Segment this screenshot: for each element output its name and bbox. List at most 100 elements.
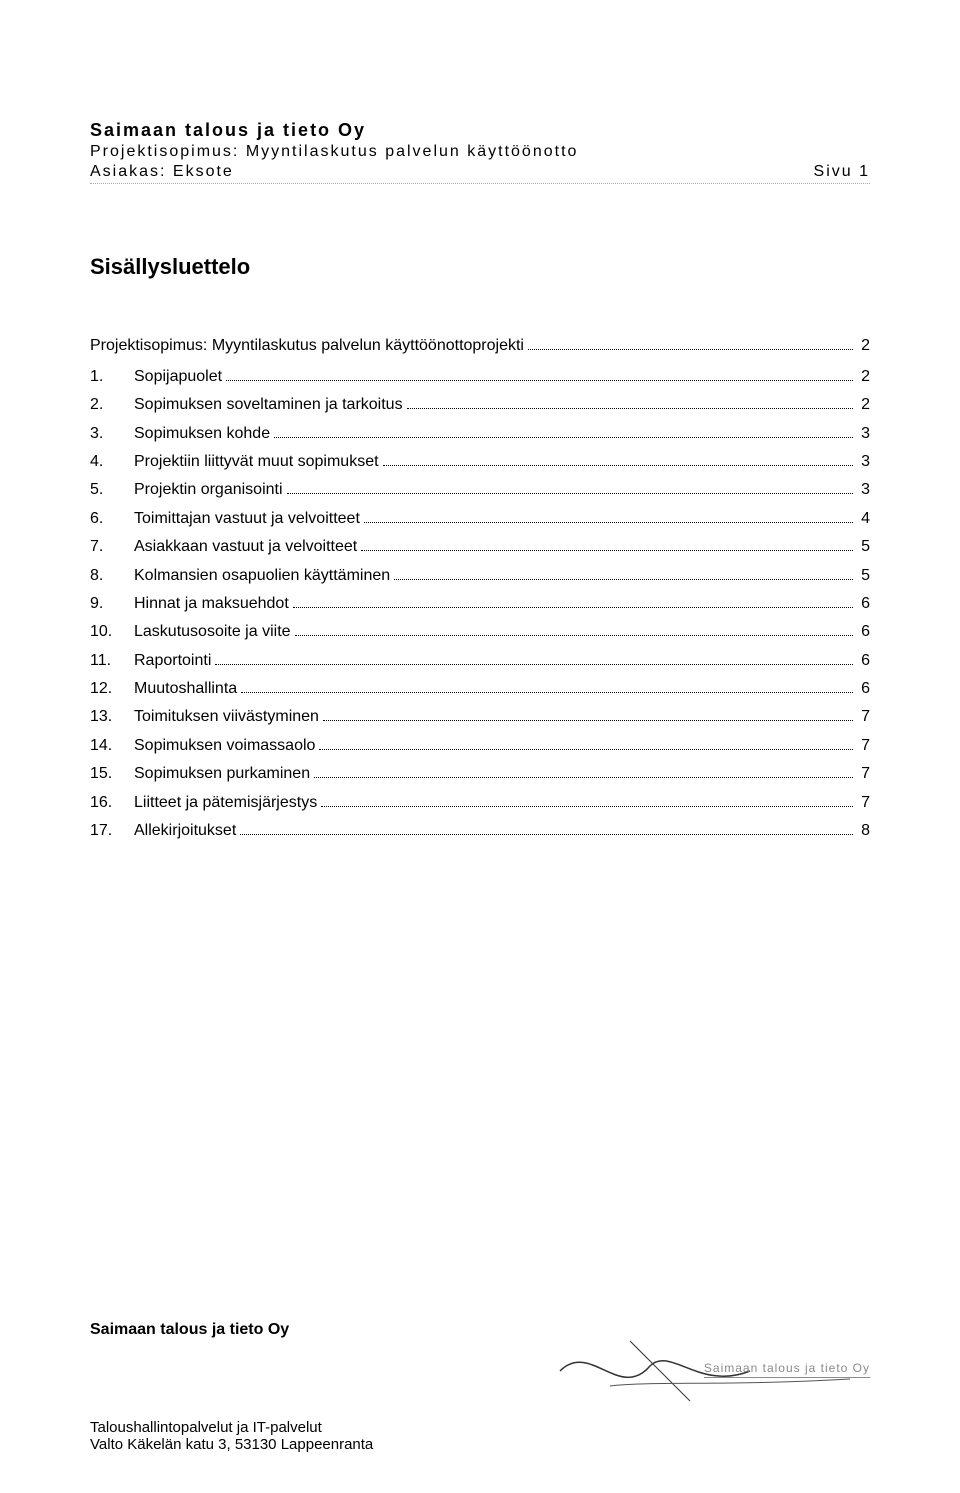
toc-item-page: 4 — [857, 510, 870, 528]
toc-leader-dots — [323, 706, 853, 721]
toc-item-label: Kolmansien osapuolien käyttäminen — [134, 567, 390, 585]
toc-project-page: 2 — [857, 337, 870, 355]
toc-item: 3. Sopimuksen kohde 3 — [90, 422, 870, 442]
toc-leader-dots — [364, 507, 853, 522]
toc-leader-dots — [274, 422, 853, 437]
toc-item-page: 6 — [857, 680, 870, 698]
toc-project-label: Projektisopimus: Myyntilaskutus palvelun… — [90, 337, 524, 355]
toc-item-label: Asiakkaan vastuut ja velvoitteet — [134, 538, 357, 556]
toc-leader-dots — [383, 451, 854, 466]
toc-item: 15. Sopimuksen purkaminen 7 — [90, 763, 870, 783]
toc-item: 10. Laskutusosoite ja viite 6 — [90, 621, 870, 641]
footer-address: Valto Käkelän katu 3, 53130 Lappeenranta — [90, 1436, 870, 1453]
toc-leader-dots — [240, 820, 853, 835]
header-project-line: Projektisopimus: Myyntilaskutus palvelun… — [90, 143, 870, 161]
toc-item-page: 7 — [857, 737, 870, 755]
toc-item: 9. Hinnat ja maksuehdot 6 — [90, 593, 870, 613]
toc-item: 5. Projektin organisointi 3 — [90, 479, 870, 499]
signature-caption: Saimaan talous ja tieto Oy — [704, 1361, 870, 1378]
toc-leader-dots — [394, 564, 853, 579]
toc-item-label: Liitteet ja pätemisjärjestys — [134, 794, 317, 812]
toc-item-number: 5. — [90, 481, 134, 499]
toc-item-page: 7 — [857, 708, 870, 726]
toc-item: 2. Sopimuksen soveltaminen ja tarkoitus … — [90, 394, 870, 414]
header-customer-row: Asiakas: Eksote Sivu 1 — [90, 163, 870, 181]
document-page: Saimaan talous ja tieto Oy Projektisopim… — [0, 0, 960, 1493]
toc-item: 4. Projektiin liittyvät muut sopimukset … — [90, 451, 870, 471]
toc-item-page: 7 — [857, 765, 870, 783]
toc-leader-dots — [215, 649, 853, 664]
toc-item-page: 5 — [857, 538, 870, 556]
toc-item-label: Hinnat ja maksuehdot — [134, 595, 289, 613]
toc-item-page: 2 — [857, 368, 870, 386]
toc-item: 17. Allekirjoitukset 8 — [90, 820, 870, 840]
toc-item: 6. Toimittajan vastuut ja velvoitteet 4 — [90, 507, 870, 527]
toc-item-page: 6 — [857, 623, 870, 641]
toc-item-page: 5 — [857, 567, 870, 585]
toc-item-label: Toimittajan vastuut ja velvoitteet — [134, 510, 360, 528]
header-company: Saimaan talous ja tieto Oy — [90, 120, 870, 141]
toc-item-label: Laskutusosoite ja viite — [134, 623, 291, 641]
toc-item-number: 3. — [90, 425, 134, 443]
toc-item-page: 3 — [857, 453, 870, 471]
toc-item-page: 6 — [857, 595, 870, 613]
toc-item-number: 16. — [90, 794, 134, 812]
toc-item: 16. Liitteet ja pätemisjärjestys 7 — [90, 791, 870, 811]
toc-item-number: 2. — [90, 396, 134, 414]
toc-project-heading: Projektisopimus: Myyntilaskutus palvelun… — [90, 335, 870, 355]
toc-item: 1. Sopijapuolet 2 — [90, 365, 870, 385]
toc-leader-dots — [321, 791, 853, 806]
toc-item-page: 6 — [857, 652, 870, 670]
toc-item-label: Sopimuksen kohde — [134, 425, 270, 443]
toc-item-number: 17. — [90, 822, 134, 840]
header-customer: Asiakas: Eksote — [90, 163, 234, 181]
toc-item-label: Sopimuksen purkaminen — [134, 765, 310, 783]
document-header: Saimaan talous ja tieto Oy Projektisopim… — [90, 120, 870, 184]
header-page-number: Sivu 1 — [814, 163, 870, 181]
toc-item-page: 8 — [857, 822, 870, 840]
toc-item-number: 4. — [90, 453, 134, 471]
toc-leader-dots — [361, 536, 853, 551]
toc-item-page: 3 — [857, 425, 870, 443]
toc-item-number: 6. — [90, 510, 134, 528]
toc-leader-dots — [287, 479, 854, 494]
toc-leader-dots — [407, 394, 854, 409]
toc-item-page: 2 — [857, 396, 870, 414]
toc-item-number: 12. — [90, 680, 134, 698]
toc-item-number: 14. — [90, 737, 134, 755]
toc-item-page: 3 — [857, 481, 870, 499]
toc-item: 14. Sopimuksen voimassaolo 7 — [90, 734, 870, 754]
toc-item-label: Raportointi — [134, 652, 211, 670]
table-of-contents: Projektisopimus: Myyntilaskutus palvelun… — [90, 335, 870, 840]
toc-item-label: Sopimuksen soveltaminen ja tarkoitus — [134, 396, 403, 414]
toc-item: 12. Muutoshallinta 6 — [90, 678, 870, 698]
toc-item-number: 8. — [90, 567, 134, 585]
toc-item-label: Projektiin liittyvät muut sopimukset — [134, 453, 379, 471]
toc-item-label: Allekirjoitukset — [134, 822, 236, 840]
toc-item-number: 15. — [90, 765, 134, 783]
signature-area: Saimaan talous ja tieto Oy — [550, 1331, 870, 1411]
toc-item: 13. Toimituksen viivästyminen 7 — [90, 706, 870, 726]
header-separator — [90, 183, 870, 184]
toc-leader-dots — [295, 621, 854, 636]
footer-services: Taloushallintopalvelut ja IT-palvelut — [90, 1419, 870, 1436]
page-title: Sisällysluettelo — [90, 254, 870, 280]
toc-item-number: 13. — [90, 708, 134, 726]
toc-item-number: 1. — [90, 368, 134, 386]
toc-item-label: Sopijapuolet — [134, 368, 222, 386]
toc-item: 7. Asiakkaan vastuut ja velvoitteet 5 — [90, 536, 870, 556]
toc-item-page: 7 — [857, 794, 870, 812]
toc-item-number: 11. — [90, 652, 134, 670]
toc-leader-dots — [241, 678, 853, 693]
toc-item: 8. Kolmansien osapuolien käyttäminen 5 — [90, 564, 870, 584]
toc-item-label: Toimituksen viivästyminen — [134, 708, 319, 726]
toc-leader-dots — [528, 335, 853, 350]
toc-item-label: Sopimuksen voimassaolo — [134, 737, 315, 755]
toc-item-number: 7. — [90, 538, 134, 556]
toc-leader-dots — [314, 763, 853, 778]
toc-leader-dots — [293, 593, 853, 608]
toc-leader-dots — [226, 365, 853, 380]
toc-item-label: Muutoshallinta — [134, 680, 237, 698]
toc-item-number: 10. — [90, 623, 134, 641]
toc-item: 11. Raportointi 6 — [90, 649, 870, 669]
